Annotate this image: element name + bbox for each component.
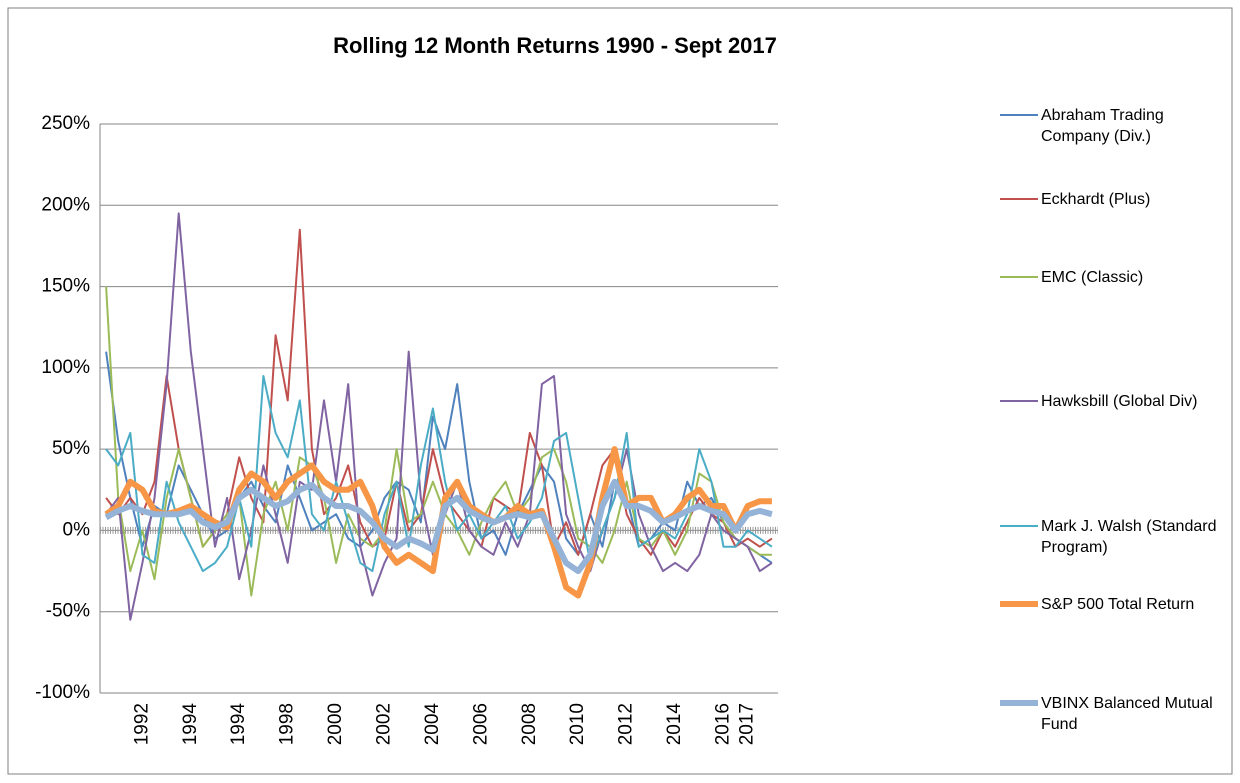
chart-frame	[7, 7, 1233, 775]
legend-label: EMC (Classic)	[1041, 269, 1144, 286]
x-tick-label: 2008	[519, 703, 540, 745]
x-tick-label: 1992	[131, 703, 152, 745]
y-tick-label: 100%	[41, 357, 90, 378]
legend-label: Eckhardt (Plus)	[1041, 191, 1151, 208]
series-line	[105, 375, 773, 573]
y-tick-label: 0%	[63, 519, 91, 540]
y-tick-label: 50%	[52, 438, 90, 459]
series-line	[104, 478, 773, 575]
x-tick-label: 2014	[664, 703, 685, 746]
y-tick-label: -50%	[46, 601, 90, 622]
x-tick-label: 2017	[737, 703, 758, 745]
legend-label: Mark J. Walsh (Standard Program)	[1041, 518, 1217, 556]
x-tick-label: 1998	[277, 703, 298, 745]
x-tick-label: 2012	[616, 703, 637, 745]
legend-label: Hawksbill (Global Div)	[1041, 393, 1198, 410]
legend-label: S&P 500 Total Return	[1041, 596, 1195, 613]
y-tick-label: 250%	[41, 113, 90, 134]
x-tick-label: 2006	[470, 703, 491, 745]
x-tick-label: 2002	[374, 703, 395, 745]
x-tick-label: 2000	[325, 703, 346, 745]
legend-label: VBINX Balanced Mutual Fund	[1041, 695, 1213, 733]
x-tick-label: 1994	[228, 703, 249, 746]
legend-label: Abraham Trading Company (Div.)	[1041, 107, 1164, 145]
x-tick-label: 2016	[713, 703, 734, 745]
y-tick-label: 200%	[41, 194, 90, 215]
chart-title: Rolling 12 Month Returns 1990 - Sept 201…	[333, 33, 777, 58]
y-tick-label: -100%	[35, 682, 90, 703]
y-tick-label: 150%	[41, 276, 90, 297]
x-tick-label: 2004	[422, 703, 443, 746]
x-tick-label: 1994	[180, 703, 201, 746]
x-tick-label: 2010	[567, 703, 588, 745]
